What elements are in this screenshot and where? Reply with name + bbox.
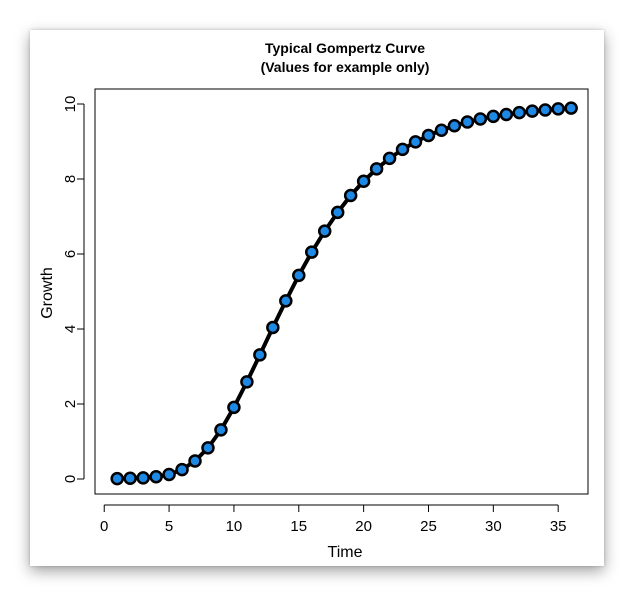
data-point xyxy=(395,142,410,157)
y-tick-label: 0 xyxy=(62,475,79,483)
data-point xyxy=(201,441,215,455)
y-tick-label: 10 xyxy=(62,96,79,113)
data-point xyxy=(330,205,345,220)
data-point xyxy=(253,348,267,362)
data-point xyxy=(421,128,436,143)
x-axis-label: Time xyxy=(328,544,363,561)
data-point xyxy=(214,423,228,437)
data-point xyxy=(136,471,150,485)
x-tick-label: 25 xyxy=(420,518,437,535)
data-point xyxy=(279,294,293,308)
data-point xyxy=(460,115,475,129)
data-point xyxy=(162,467,176,482)
data-point xyxy=(525,104,539,118)
data-point xyxy=(434,123,449,137)
data-point xyxy=(317,224,332,238)
x-tick-label: 10 xyxy=(226,518,243,535)
y-tick-label: 8 xyxy=(62,175,79,183)
data-point xyxy=(408,135,423,149)
y-tick-label: 2 xyxy=(62,400,79,408)
data-point xyxy=(305,245,319,259)
data-point xyxy=(266,320,280,335)
data-point xyxy=(369,162,384,176)
y-tick-label: 6 xyxy=(62,250,79,258)
data-point xyxy=(123,471,137,485)
data-point xyxy=(473,112,488,126)
data-point xyxy=(551,102,565,116)
data-point xyxy=(110,471,124,486)
chart-subtitle: (Values for example only) xyxy=(261,59,430,75)
data-point xyxy=(538,103,552,117)
data-point xyxy=(356,174,371,188)
x-tick-label: 35 xyxy=(550,518,567,535)
data-point xyxy=(175,462,189,477)
data-point xyxy=(292,268,306,283)
data-point xyxy=(447,119,462,133)
data-point xyxy=(227,400,241,415)
y-tick-label: 4 xyxy=(62,325,79,333)
x-tick-label: 20 xyxy=(355,518,372,535)
x-tick-label: 0 xyxy=(100,518,108,535)
x-tick-label: 5 xyxy=(165,518,173,535)
data-point xyxy=(486,109,501,124)
data-point xyxy=(149,470,163,484)
data-point xyxy=(188,454,202,468)
data-point xyxy=(564,101,578,115)
plot-frame xyxy=(94,88,589,495)
x-tick-label: 30 xyxy=(485,518,502,535)
x-axis: 0 5 10 15 20 25 30 35 xyxy=(100,504,567,535)
data-point xyxy=(382,151,397,166)
data-point xyxy=(512,105,527,120)
series-line xyxy=(115,106,574,481)
data-point xyxy=(240,375,254,389)
chart-title: Typical Gompertz Curve xyxy=(265,40,425,56)
series-layer xyxy=(110,101,578,486)
x-tick-label: 15 xyxy=(290,518,307,535)
data-point xyxy=(343,188,358,203)
y-axis-label: Growth xyxy=(39,267,56,319)
data-point xyxy=(499,107,514,122)
y-axis: 0 2 4 6 8 10 xyxy=(62,96,85,483)
